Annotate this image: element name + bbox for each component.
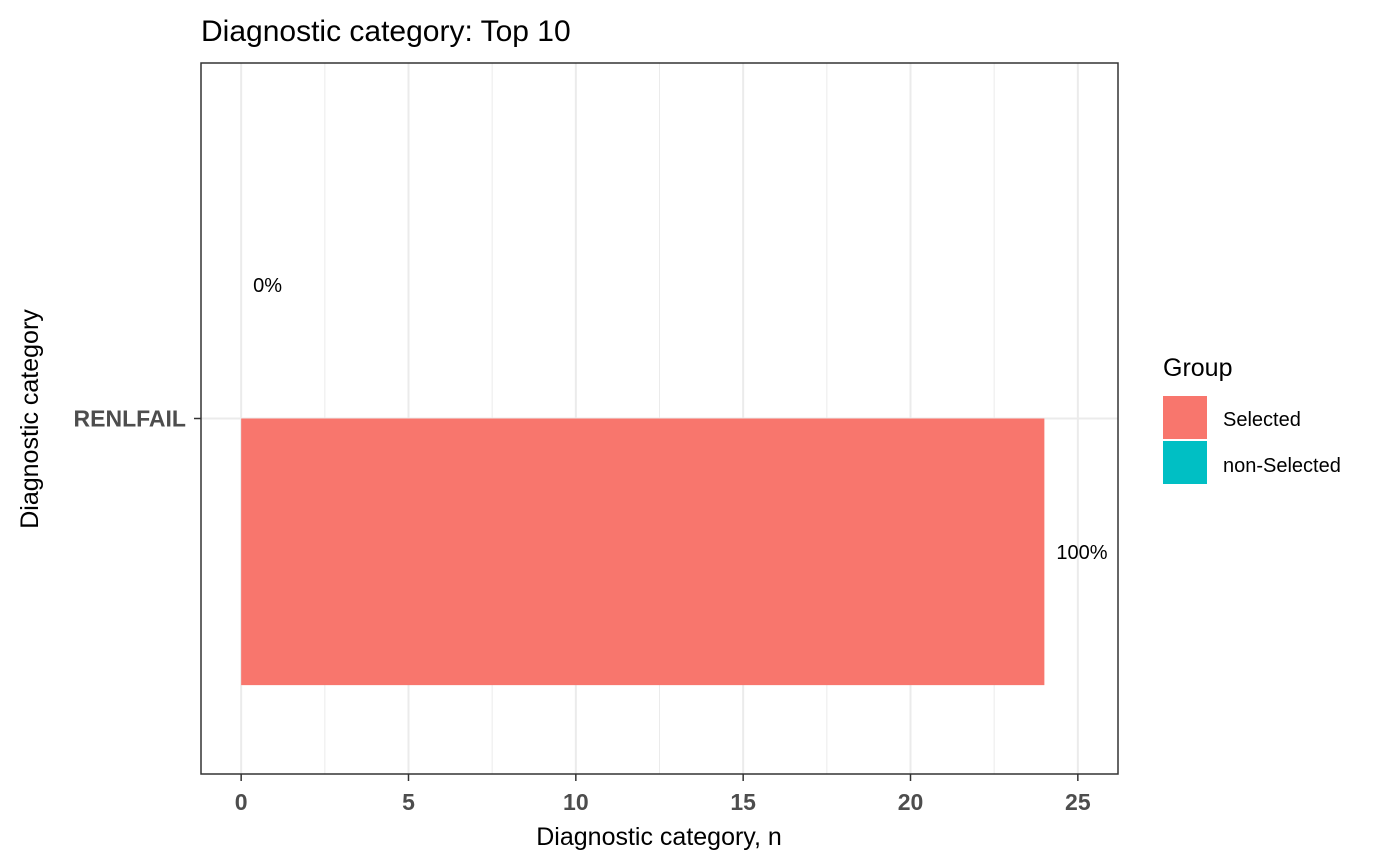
y-axis-ticks: RENLFAIL bbox=[74, 406, 201, 432]
bar-selected bbox=[241, 418, 1045, 686]
x-axis-ticks: 0 5 10 15 20 25 bbox=[235, 774, 1091, 815]
x-tick-label: 0 bbox=[235, 789, 248, 815]
data-label: 0% bbox=[253, 275, 282, 297]
legend-label-non-selected: non-Selected bbox=[1223, 455, 1341, 477]
legend-swatch-selected bbox=[1163, 396, 1207, 439]
legend: Group Selected non-Selected bbox=[1163, 354, 1341, 484]
legend-title: Group bbox=[1163, 354, 1232, 382]
y-axis-label: Diagnostic category bbox=[16, 309, 44, 529]
data-label: 100% bbox=[1056, 542, 1107, 564]
legend-label-selected: Selected bbox=[1223, 409, 1301, 431]
bars bbox=[241, 418, 1045, 686]
x-tick-label: 10 bbox=[563, 789, 589, 815]
y-tick-label: RENLFAIL bbox=[74, 406, 186, 432]
legend-swatch-non-selected bbox=[1163, 441, 1207, 484]
x-axis-label: Diagnostic category, n bbox=[536, 823, 782, 851]
x-tick-label: 25 bbox=[1065, 789, 1091, 815]
x-tick-label: 20 bbox=[898, 789, 924, 815]
x-tick-label: 15 bbox=[730, 789, 756, 815]
x-tick-label: 5 bbox=[402, 789, 415, 815]
data-labels: 0% 100% bbox=[253, 275, 1108, 564]
chart-title: Diagnostic category: Top 10 bbox=[201, 15, 571, 48]
